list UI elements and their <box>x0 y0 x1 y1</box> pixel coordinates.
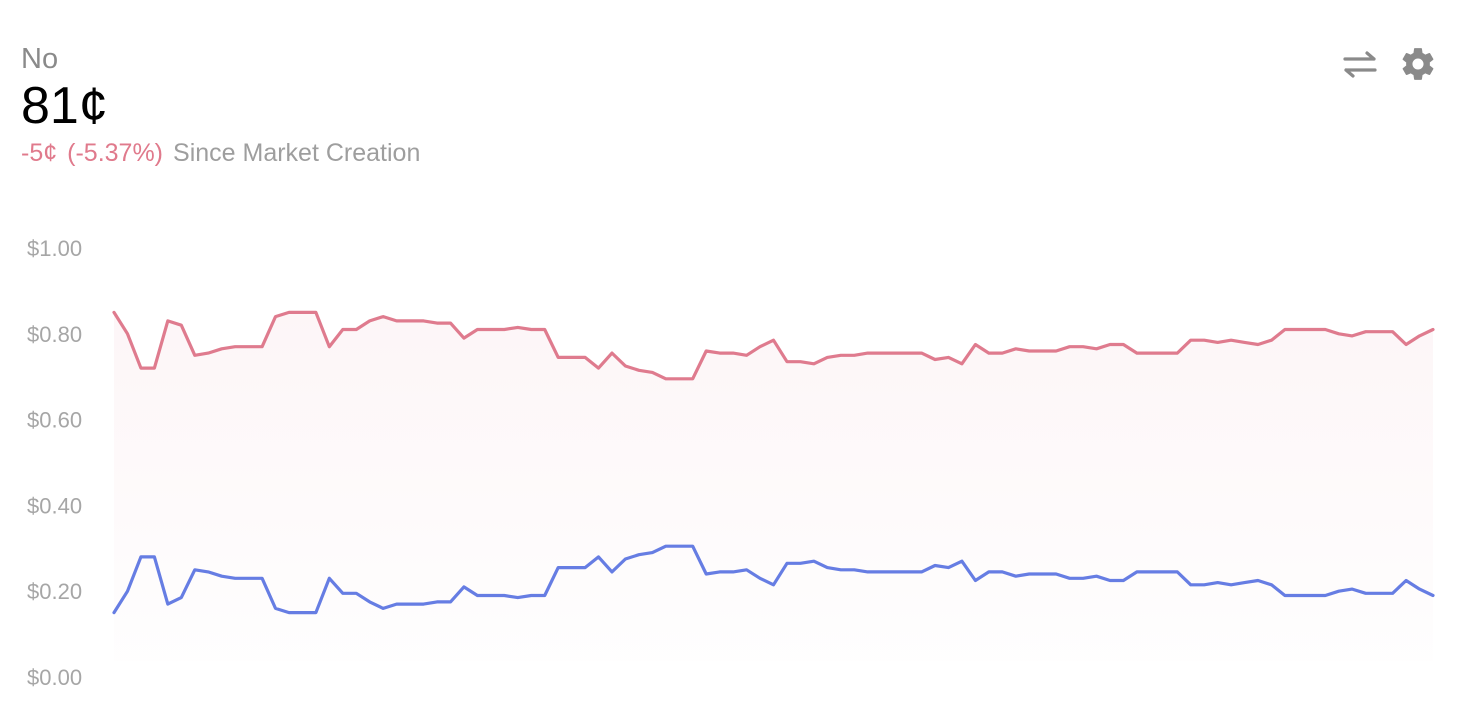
y-tick-label: $0.80 <box>27 322 82 347</box>
y-tick-label: $0.40 <box>27 493 82 518</box>
series-line-1 <box>112 544 1435 615</box>
swap-outcome-button[interactable] <box>1340 44 1380 84</box>
series-layer <box>112 310 1435 661</box>
price-change: -5¢ (-5.37%) Since Market Creation <box>21 136 420 170</box>
y-tick-label: $1.00 <box>27 236 82 261</box>
y-axis: $0.00 $0.20 $0.40 $0.60 $0.80 $1.00 <box>27 236 82 690</box>
swap-arrows-icon <box>1343 51 1377 78</box>
current-price: 81¢ <box>21 77 108 135</box>
price-header: No 81¢ -5¢ (-5.37%) Since Market Creation <box>21 40 420 170</box>
y-tick-label: $0.20 <box>27 579 82 604</box>
change-period: Since Market Creation <box>173 139 421 167</box>
y-tick-label: $0.00 <box>27 665 82 690</box>
gear-icon <box>1402 48 1434 80</box>
change-absolute: -5¢ <box>21 139 58 167</box>
y-tick-label: $0.60 <box>27 408 82 433</box>
outcome-label: No <box>21 43 59 75</box>
series-area-fill <box>114 312 1433 661</box>
series-line-0 <box>112 310 1435 381</box>
change-percent: (-5.37%) <box>67 139 164 167</box>
chart-settings-button[interactable] <box>1398 44 1438 84</box>
